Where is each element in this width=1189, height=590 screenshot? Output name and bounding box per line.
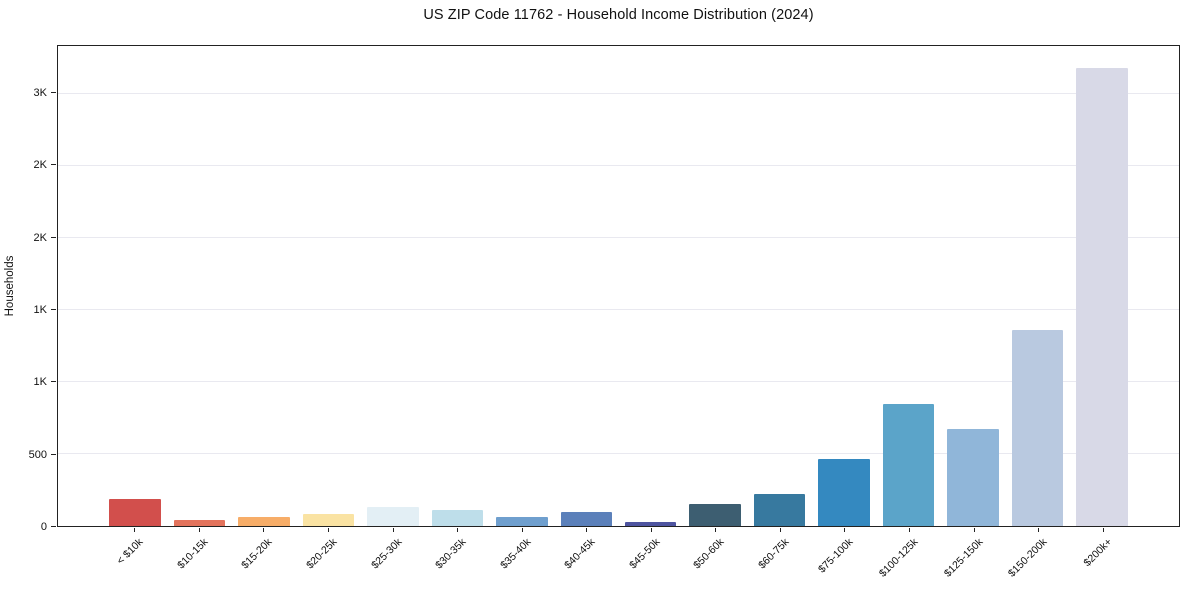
- x-tick-label: $40-45k: [562, 536, 598, 572]
- x-tick-label: $60-75k: [756, 536, 792, 572]
- x-tick-mark: [327, 528, 329, 532]
- x-tick-label: $20-25k: [304, 536, 340, 572]
- gridline: [58, 452, 1179, 454]
- gridline: [58, 164, 1179, 166]
- plot-area: [57, 45, 1180, 527]
- y-tick-mark: [51, 91, 56, 93]
- gridline: [58, 236, 1179, 238]
- x-tick-mark: [1038, 528, 1040, 532]
- y-tick-mark: [51, 308, 56, 310]
- bar: [560, 511, 613, 526]
- x-tick-label: $35-40k: [497, 536, 534, 572]
- gridline: [58, 92, 1179, 94]
- bar-slot: [296, 46, 360, 526]
- bar-slot: [941, 46, 1005, 526]
- x-tick-mark: [134, 528, 136, 532]
- x-tick-label: $125-150k: [941, 536, 986, 580]
- x-tick-mark: [457, 528, 459, 532]
- bar: [302, 513, 355, 526]
- bar: [431, 510, 484, 526]
- bar-slot: [1070, 46, 1134, 526]
- bar-slot: [747, 46, 811, 526]
- y-tick-label: 2K: [33, 159, 47, 172]
- x-axis: < $10k $10-15k $15-20k $20-25k $25-30k $30-35…: [57, 527, 1180, 590]
- y-tick-label: 500: [28, 448, 47, 461]
- bar: [753, 494, 806, 526]
- bar-slot: [1005, 46, 1069, 526]
- y-tick-mark: [51, 164, 56, 166]
- bar-slot: [425, 46, 489, 526]
- bar: [238, 517, 290, 526]
- y-tick-mark: [51, 453, 56, 455]
- x-tick-mark: [198, 528, 200, 532]
- x-tick-mark: [263, 528, 265, 532]
- y-tick-label: 1K: [33, 376, 47, 389]
- y-tick-label: 3K: [33, 86, 47, 99]
- bars-container: [58, 46, 1179, 526]
- bar-slot: [232, 46, 296, 526]
- y-tick-label: 2K: [33, 231, 47, 244]
- bar: [882, 404, 935, 526]
- y-tick-mark: [51, 236, 56, 238]
- x-tick-label: $50-60k: [691, 536, 727, 572]
- bar-slot: [167, 46, 231, 526]
- x-tick-mark: [844, 528, 846, 532]
- bar-slot: [812, 46, 876, 526]
- y-tick-mark: [51, 526, 56, 527]
- x-tick-mark: [779, 528, 781, 532]
- x-tick-label: $200k+: [1081, 536, 1115, 570]
- bar: [947, 428, 999, 526]
- bar-slot: [619, 46, 683, 526]
- x-tick-label: $10-15k: [175, 536, 211, 572]
- x-tick-label: $75-100k: [816, 536, 856, 576]
- gridline: [58, 380, 1179, 382]
- bar: [624, 521, 677, 526]
- y-tick-mark: [51, 381, 56, 383]
- chart-title: US ZIP Code 11762 - Household Income Dis…: [423, 7, 814, 23]
- bar-slot: [490, 46, 554, 526]
- bar-slot: [683, 46, 747, 526]
- x-tick-mark: [650, 528, 652, 532]
- x-tick-label: < $10k: [114, 536, 146, 567]
- x-tick-label: $30-35k: [433, 536, 469, 572]
- bar: [496, 517, 548, 526]
- x-tick-mark: [586, 528, 588, 532]
- x-tick-label: $45-50k: [626, 536, 663, 572]
- x-tick-mark: [973, 528, 975, 532]
- bar-slot: [554, 46, 618, 526]
- gridline: [58, 308, 1179, 310]
- bar: [367, 506, 419, 526]
- x-tick-mark: [715, 528, 717, 532]
- bar: [173, 520, 226, 526]
- bar-slot: [103, 46, 167, 526]
- x-tick-label: $15-20k: [239, 536, 275, 572]
- y-tick-label: 0: [40, 521, 47, 533]
- y-tick-label: 1K: [33, 303, 47, 316]
- x-tick-label: $100-125k: [876, 536, 921, 580]
- x-tick-mark: [521, 528, 523, 532]
- bar: [818, 458, 870, 526]
- y-axis: 0 500 1K 1K 2K 2K 3K: [0, 45, 57, 533]
- bar: [1076, 67, 1128, 526]
- bar-slot: [876, 46, 940, 526]
- x-tick-mark: [1102, 528, 1104, 532]
- x-tick-label: $25-30k: [368, 536, 405, 572]
- bar: [1011, 329, 1064, 526]
- bar: [109, 499, 161, 526]
- x-tick-label: $150-200k: [1006, 536, 1050, 580]
- x-tick-mark: [392, 528, 394, 532]
- bar-slot: [361, 46, 425, 526]
- bar: [689, 503, 741, 526]
- x-tick-mark: [909, 528, 911, 532]
